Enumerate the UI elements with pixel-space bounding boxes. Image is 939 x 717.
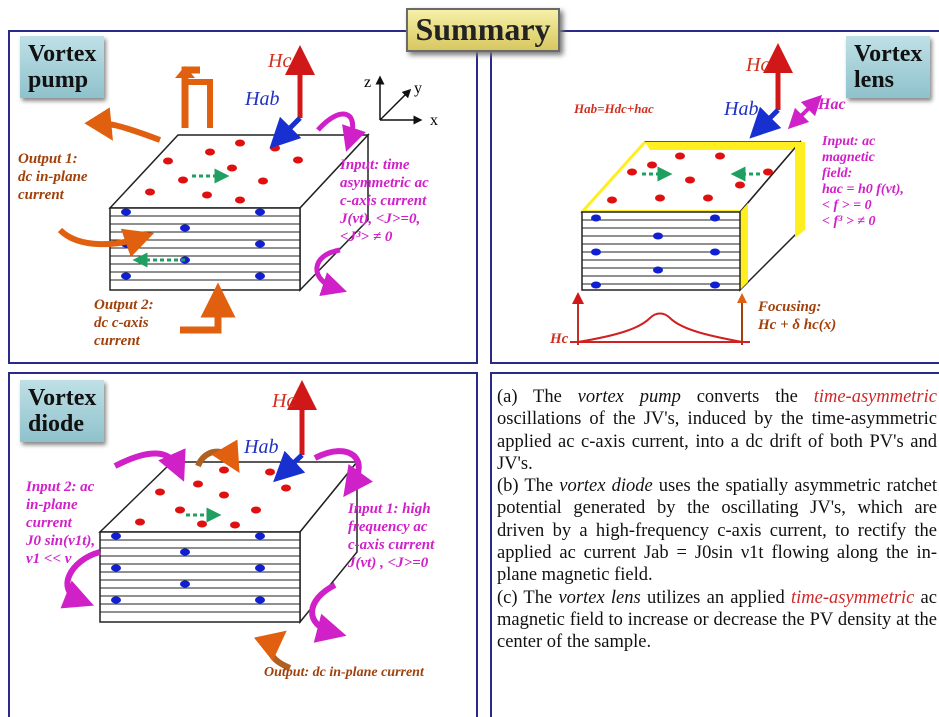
- diode-input2-line2: in-plane: [26, 497, 78, 513]
- pump-hab-label: Hab: [245, 88, 280, 110]
- pump-tag-line1: Vortex: [28, 41, 97, 67]
- lens-hc-bottom-label: Hc: [550, 331, 569, 347]
- lens-tag-line1: Vortex: [854, 41, 923, 67]
- para-a-red: time-asymmetric: [813, 387, 937, 407]
- lens-field-equation: Hab=Hdc+hac: [574, 101, 654, 116]
- lens-sample-block: [580, 139, 805, 292]
- pump-input-line1: Input: time: [340, 157, 410, 173]
- lens-input-label: Input: ac magnetic field: hac = h0 f(νt)…: [822, 134, 904, 230]
- diode-input2-line5: ν1 << ν: [26, 551, 72, 567]
- pump-sample-block: [108, 133, 370, 292]
- diode-input2-line4: J0 sin(ν1t),: [26, 533, 96, 549]
- diode-input1-line1: Input 1: high: [348, 501, 431, 517]
- diode-hab-label: Hab: [244, 436, 279, 458]
- para-a-post: oscillations of the JV's, induced by the…: [497, 409, 937, 474]
- pump-field-arrows: [269, 45, 315, 149]
- pump-input-line5: <J³> ≠ 0: [340, 229, 393, 245]
- para-a-mid: converts the: [680, 387, 814, 407]
- diode-input2-label: Input 2: ac in-plane current J0 sin(ν1t)…: [26, 478, 95, 568]
- summary-paragraph-c: (c) The vortex lens utilizes an applied …: [497, 587, 937, 654]
- lens-input-line2: magnetic: [822, 150, 875, 165]
- diode-input1-line4: J(νt) , <J>=0: [348, 555, 429, 571]
- pump-output1-line3: current: [18, 187, 64, 203]
- pump-input-line2: asymmetric ac: [340, 175, 429, 191]
- summary-paragraph-a: (a) The vortex pump converts the time-as…: [497, 386, 937, 475]
- diode-output-label: Output: dc in-plane current: [264, 665, 424, 680]
- lens-hac-label: Hac: [818, 96, 846, 113]
- diode-input1-line3: c-axis current: [348, 537, 435, 553]
- pump-axes: [375, 75, 423, 125]
- para-a-em: vortex pump: [577, 387, 681, 407]
- para-b-pre: (b) The: [497, 476, 560, 497]
- lens-input-line5: < f > = 0: [822, 198, 872, 213]
- summary-paragraph-b: (b) The vortex diode uses the spatially …: [497, 475, 937, 586]
- vortex-lens-tag: Vortex lens: [846, 36, 931, 98]
- lens-input-line6: < f³ > ≠ 0: [822, 214, 876, 229]
- summary-text-panel: [490, 372, 939, 717]
- lens-focusing-profile: [570, 292, 750, 345]
- diode-input2-line3: current: [26, 515, 72, 531]
- pump-input-line4: J(νt), <J>=0,: [340, 211, 421, 227]
- diode-hc-label: Hc: [272, 390, 296, 412]
- lens-tag-line2: lens: [854, 67, 895, 93]
- pump-input-line3: c-axis current: [340, 193, 427, 209]
- lens-focusing-line2: Hc + δ hc(x): [758, 317, 837, 333]
- lens-focusing-label: Focusing: Hc + δ hc(x): [758, 298, 836, 334]
- pump-output2-line1: Output 2:: [94, 297, 154, 313]
- pump-output2-label: Output 2: dc c-axis current: [94, 296, 154, 350]
- pump-output1-line1: Output 1:: [18, 151, 78, 167]
- vortex-pump-tag: Vortex pump: [20, 36, 105, 98]
- diode-field-arrows: [273, 380, 317, 483]
- pump-axis-y: y: [414, 80, 422, 97]
- pump-output2-line2: dc c-axis: [94, 315, 149, 331]
- para-c-red: time-asymmetric: [791, 587, 915, 608]
- lens-field-arrows: [749, 43, 823, 139]
- pump-output1-label: Output 1: dc in-plane current: [18, 150, 88, 204]
- pump-hc-label: Hc: [268, 50, 292, 72]
- para-b-em: vortex diode: [559, 476, 653, 497]
- lens-input-line4: hac = h0 f(νt),: [822, 182, 904, 197]
- lens-focusing-line1: Focusing:: [758, 299, 822, 315]
- pump-input-label: Input: time asymmetric ac c-axis current…: [340, 156, 429, 246]
- pump-tag-line2: pump: [28, 67, 89, 93]
- pump-output1-line2: dc in-plane: [18, 169, 88, 185]
- lens-hab-label: Hab: [724, 98, 759, 120]
- para-c-em: vortex lens: [558, 587, 641, 608]
- lens-hc-label: Hc: [746, 54, 770, 76]
- para-b-post: uses the spatially asymmetric ratchet po…: [497, 476, 937, 586]
- lens-input-line1: Input: ac: [822, 134, 876, 149]
- diode-input1-label: Input 1: high frequency ac c-axis curren…: [348, 500, 434, 572]
- para-c-pre: (c) The: [497, 587, 559, 608]
- diode-tag-line1: Vortex: [28, 385, 97, 411]
- diode-input1-line2: frequency ac: [348, 519, 428, 535]
- para-a-pre: (a) The: [497, 387, 578, 407]
- para-c-mid: utilizes an applied: [640, 587, 792, 608]
- pump-current-arrows: [57, 66, 366, 334]
- diode-current-arrows: [60, 439, 373, 671]
- vortex-diode-tag: Vortex diode: [20, 380, 105, 442]
- pump-output2-line3: current: [94, 333, 140, 349]
- lens-input-line3: field:: [822, 166, 853, 181]
- summary-text: (a) The vortex pump converts the time-as…: [497, 386, 937, 654]
- pump-axis-z: z: [364, 74, 372, 91]
- diode-input2-line1: Input 2: ac: [26, 479, 95, 495]
- page-title: Summary: [406, 8, 560, 52]
- diode-tag-line2: diode: [28, 411, 85, 437]
- para-c-post: ac magnetic field to increase or decreas…: [497, 587, 937, 653]
- pump-axis-x: x: [430, 112, 438, 129]
